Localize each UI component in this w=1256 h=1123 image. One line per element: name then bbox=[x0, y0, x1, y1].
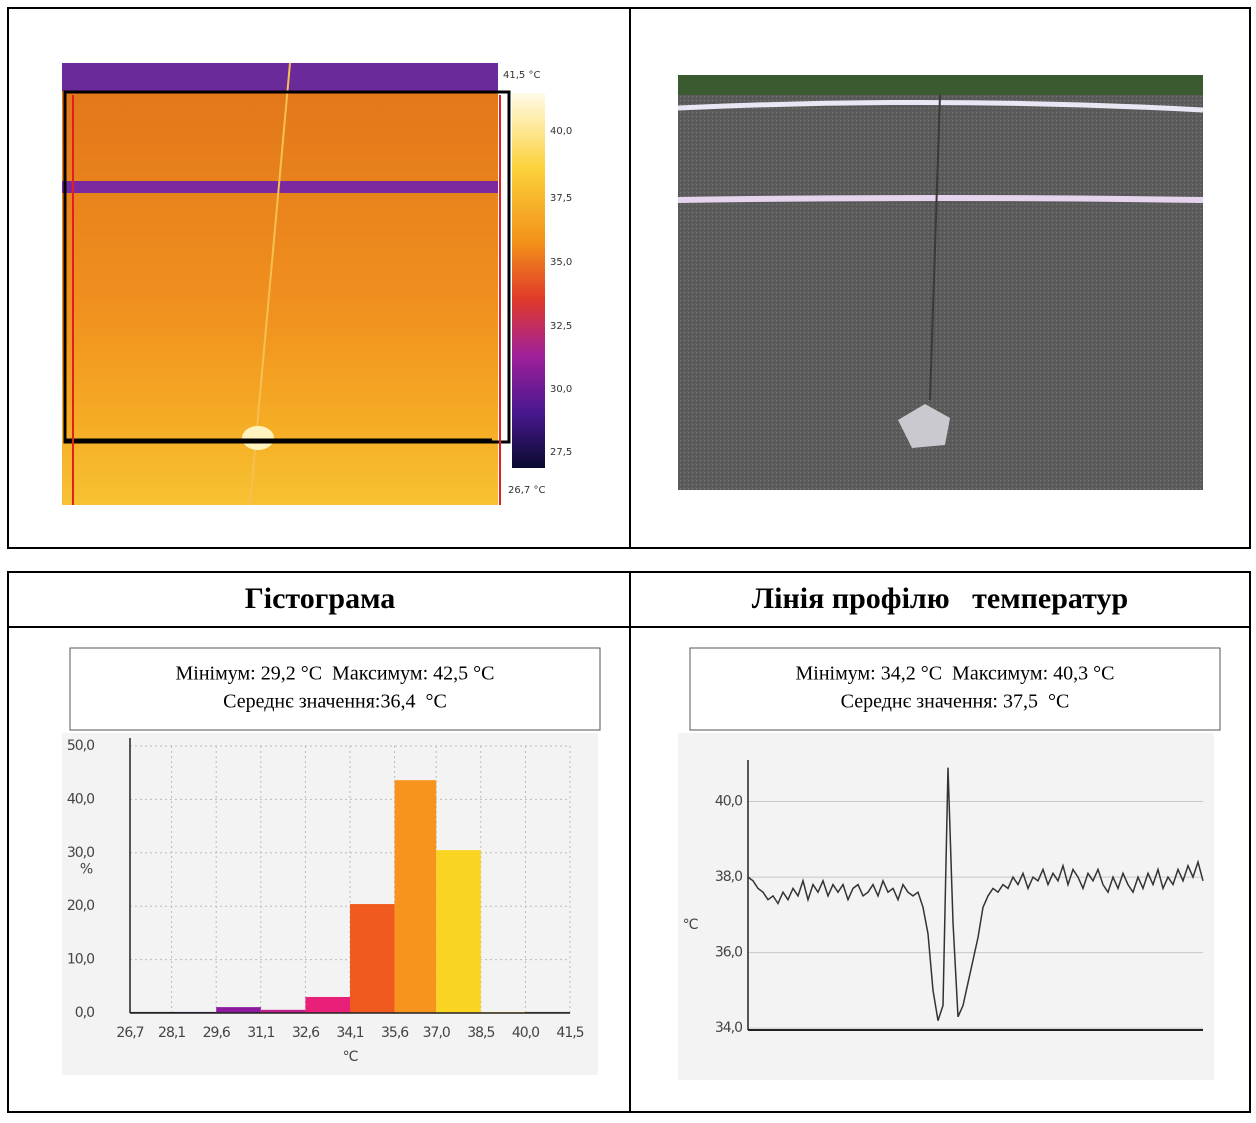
bar bbox=[350, 904, 395, 1013]
bar bbox=[436, 850, 481, 1013]
y-tick-label: 38,0 bbox=[715, 869, 742, 885]
x-tick-label: 31,1 bbox=[247, 1025, 274, 1041]
bar bbox=[216, 1007, 261, 1013]
y-tick-label: 40,0 bbox=[715, 794, 742, 810]
x-axis-label: °C bbox=[343, 1049, 359, 1065]
x-tick-label: 32,6 bbox=[292, 1025, 320, 1041]
scale-tick: 30,0 bbox=[550, 384, 572, 395]
x-tick-label: 38,5 bbox=[467, 1025, 494, 1041]
y-axis-label: % bbox=[80, 862, 93, 878]
scale-min: 26,7 °C bbox=[508, 485, 545, 496]
x-tick-label: 29,6 bbox=[203, 1025, 231, 1041]
scale-tick: 32,5 bbox=[550, 321, 572, 332]
stats-line: Мінімум: 29,2 °C Максимум: 42,5 °C bbox=[176, 663, 495, 685]
bar bbox=[305, 996, 350, 1013]
scale-max: 41,5 °C bbox=[503, 70, 540, 81]
thermal-band bbox=[62, 63, 498, 91]
scale-tick: 40,0 bbox=[550, 126, 572, 137]
y-tick-label: 0,0 bbox=[75, 1005, 94, 1021]
grass bbox=[678, 75, 1203, 95]
thermal-band bbox=[62, 181, 498, 193]
y-tick-label: 34,0 bbox=[715, 1020, 742, 1036]
chart-panel bbox=[62, 733, 598, 1075]
x-tick-label: 34,1 bbox=[336, 1025, 363, 1041]
lane-marking bbox=[677, 195, 1204, 203]
scale-tick: 37,5 bbox=[550, 193, 572, 204]
stats-line: Середнє значення:36,4 °C bbox=[223, 691, 447, 713]
scale-tick: 35,0 bbox=[550, 257, 572, 268]
bar bbox=[260, 1009, 306, 1013]
y-tick-label: 20,0 bbox=[67, 898, 94, 914]
bar bbox=[394, 780, 437, 1013]
y-tick-label: 36,0 bbox=[715, 945, 742, 961]
thermal-body bbox=[62, 63, 498, 505]
stats-line: Середнє значення: 37,5 °C bbox=[841, 691, 1070, 713]
chart-panel bbox=[678, 733, 1214, 1080]
x-tick-label: 28,1 bbox=[158, 1025, 185, 1041]
pothole bbox=[898, 404, 950, 448]
x-tick-label: 26,7 bbox=[116, 1025, 143, 1041]
y-axis-label: °C bbox=[683, 917, 699, 933]
stats-box bbox=[689, 647, 1221, 731]
y-tick-label: 40,0 bbox=[67, 791, 94, 807]
roi-box bbox=[63, 90, 511, 444]
x-tick-label: 41,5 bbox=[556, 1025, 583, 1041]
y-tick-label: 10,0 bbox=[67, 952, 94, 968]
x-tick-label: 40,0 bbox=[512, 1025, 539, 1041]
road-photo bbox=[677, 75, 1204, 490]
column-header: Гістограма bbox=[245, 582, 396, 615]
x-tick-label: 37,0 bbox=[423, 1025, 450, 1041]
y-tick-label: 50,0 bbox=[67, 738, 94, 754]
stats-line: Мінімум: 34,2 °C Максимум: 40,3 °C bbox=[796, 663, 1115, 685]
y-tick-label: 30,0 bbox=[67, 845, 94, 861]
hot-spot bbox=[242, 426, 274, 450]
color-scale bbox=[512, 93, 545, 468]
x-tick-label: 35,6 bbox=[381, 1025, 409, 1041]
stats-box bbox=[69, 647, 601, 731]
column-header: Лінія профілю температур bbox=[752, 582, 1128, 615]
profile-line bbox=[747, 767, 1204, 1021]
scale-tick: 27,5 bbox=[550, 447, 572, 458]
crack bbox=[929, 94, 941, 401]
thermal-image: 41,5 °C 40,0 37,5 35,0 32,5 30,0 27,5 26… bbox=[62, 62, 572, 506]
